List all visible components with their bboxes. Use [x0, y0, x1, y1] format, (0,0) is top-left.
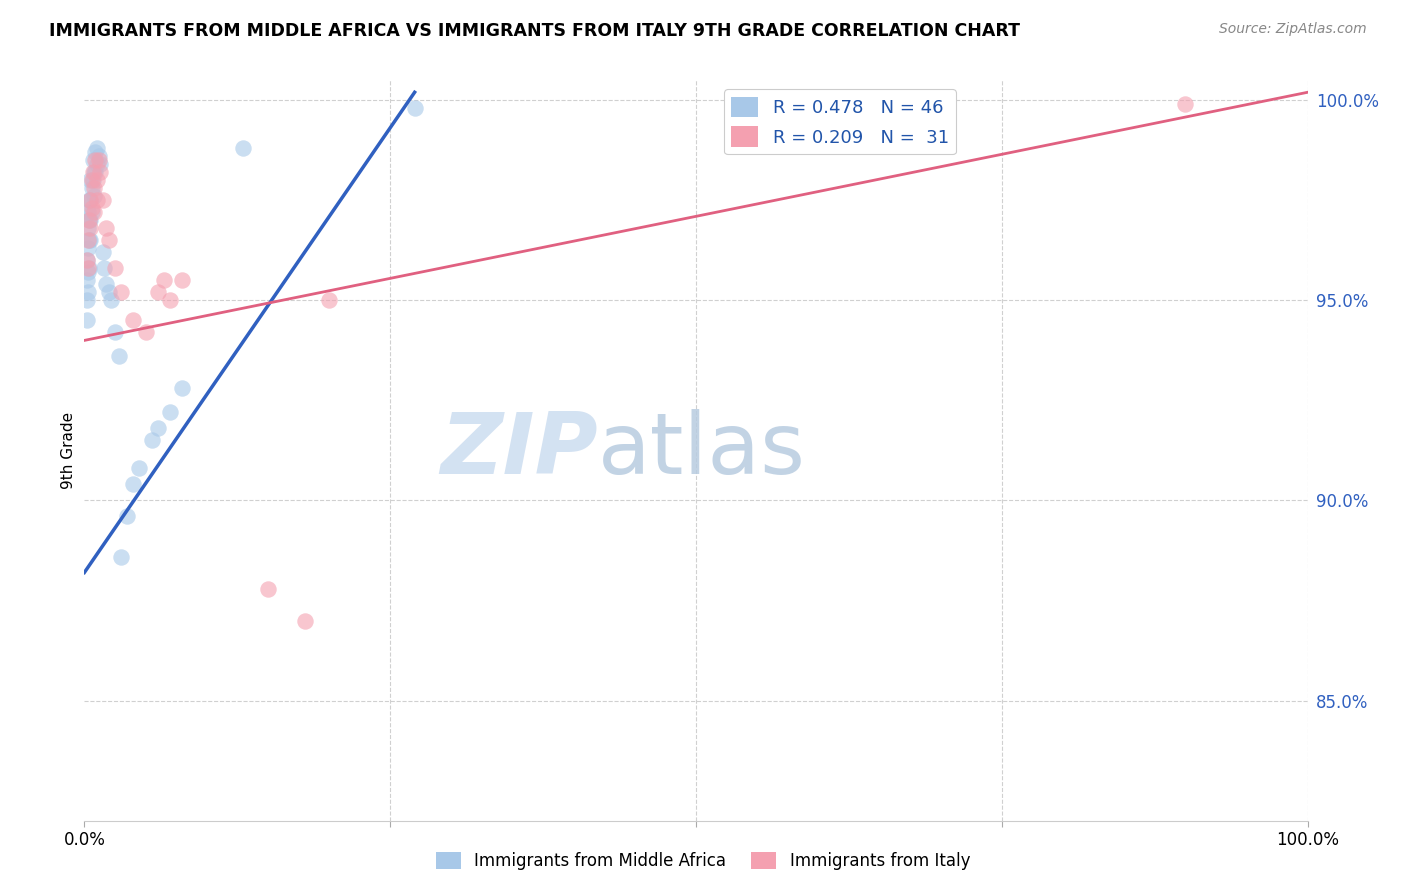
Text: IMMIGRANTS FROM MIDDLE AFRICA VS IMMIGRANTS FROM ITALY 9TH GRADE CORRELATION CHA: IMMIGRANTS FROM MIDDLE AFRICA VS IMMIGRA…: [49, 22, 1021, 40]
Point: [104, 261, 127, 276]
Point: [82, 165, 104, 179]
Point: [77, 194, 100, 208]
Point: [79, 213, 101, 227]
Point: [232, 141, 254, 155]
Point: [97, 285, 120, 300]
Point: [84, 153, 107, 168]
Point: [128, 461, 150, 475]
Legend: R = 0.478   N = 46, R = 0.209   N =  31: R = 0.478 N = 46, R = 0.209 N = 31: [724, 89, 956, 154]
Point: [86, 173, 108, 187]
Point: [146, 285, 169, 300]
Point: [146, 421, 169, 435]
Point: [79, 173, 101, 187]
Point: [172, 273, 194, 287]
Point: [86, 157, 108, 171]
Point: [77, 233, 100, 247]
Text: Source: ZipAtlas.com: Source: ZipAtlas.com: [1219, 22, 1367, 37]
Point: [122, 477, 145, 491]
Point: [91, 245, 114, 260]
Point: [76, 253, 98, 268]
Point: [77, 233, 100, 247]
Point: [77, 261, 100, 276]
Point: [110, 285, 132, 300]
Point: [76, 293, 98, 308]
Point: [294, 614, 316, 628]
Point: [77, 265, 100, 279]
Point: [80, 205, 103, 219]
Point: [91, 194, 114, 208]
Point: [77, 221, 100, 235]
Point: [84, 145, 107, 160]
Point: [79, 233, 101, 247]
Point: [83, 205, 105, 219]
Point: [100, 293, 122, 308]
Point: [79, 194, 101, 208]
Point: [153, 273, 176, 287]
Y-axis label: 9th Grade: 9th Grade: [60, 412, 76, 489]
Point: [141, 434, 163, 448]
Point: [115, 509, 138, 524]
Point: [110, 549, 132, 564]
Point: [107, 350, 129, 364]
Point: [122, 313, 145, 327]
Point: [172, 381, 194, 395]
Point: [77, 205, 100, 219]
Point: [86, 194, 108, 208]
Point: [83, 181, 105, 195]
Point: [76, 253, 98, 268]
Point: [159, 405, 181, 419]
Point: [89, 165, 111, 179]
Point: [82, 153, 104, 168]
Point: [159, 293, 181, 308]
Legend: Immigrants from Middle Africa, Immigrants from Italy: Immigrants from Middle Africa, Immigrant…: [429, 845, 977, 877]
Text: atlas: atlas: [598, 409, 806, 492]
Point: [76, 313, 98, 327]
Point: [77, 261, 100, 276]
Point: [96, 277, 118, 292]
Point: [80, 181, 103, 195]
Point: [82, 173, 104, 187]
Point: [76, 273, 98, 287]
Point: [104, 326, 127, 340]
Point: [318, 293, 340, 308]
Point: [83, 165, 105, 179]
Point: [80, 202, 103, 216]
Point: [87, 149, 110, 163]
Point: [97, 233, 120, 247]
Point: [96, 221, 118, 235]
Point: [135, 326, 157, 340]
Point: [79, 194, 101, 208]
Point: [1174, 97, 1197, 112]
Point: [77, 213, 100, 227]
Point: [86, 141, 108, 155]
Point: [84, 165, 107, 179]
Text: ZIP: ZIP: [440, 409, 598, 492]
Point: [87, 153, 110, 168]
Point: [77, 213, 100, 227]
Point: [80, 173, 103, 187]
Point: [93, 261, 115, 276]
Point: [79, 221, 101, 235]
Point: [77, 241, 100, 255]
Point: [83, 189, 105, 203]
Point: [257, 582, 280, 596]
Point: [77, 285, 100, 300]
Point: [404, 101, 426, 115]
Point: [89, 157, 111, 171]
